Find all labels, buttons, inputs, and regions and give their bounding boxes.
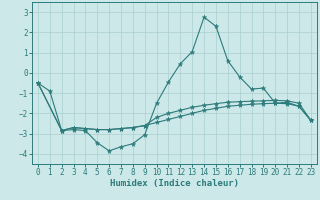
X-axis label: Humidex (Indice chaleur): Humidex (Indice chaleur)	[110, 179, 239, 188]
